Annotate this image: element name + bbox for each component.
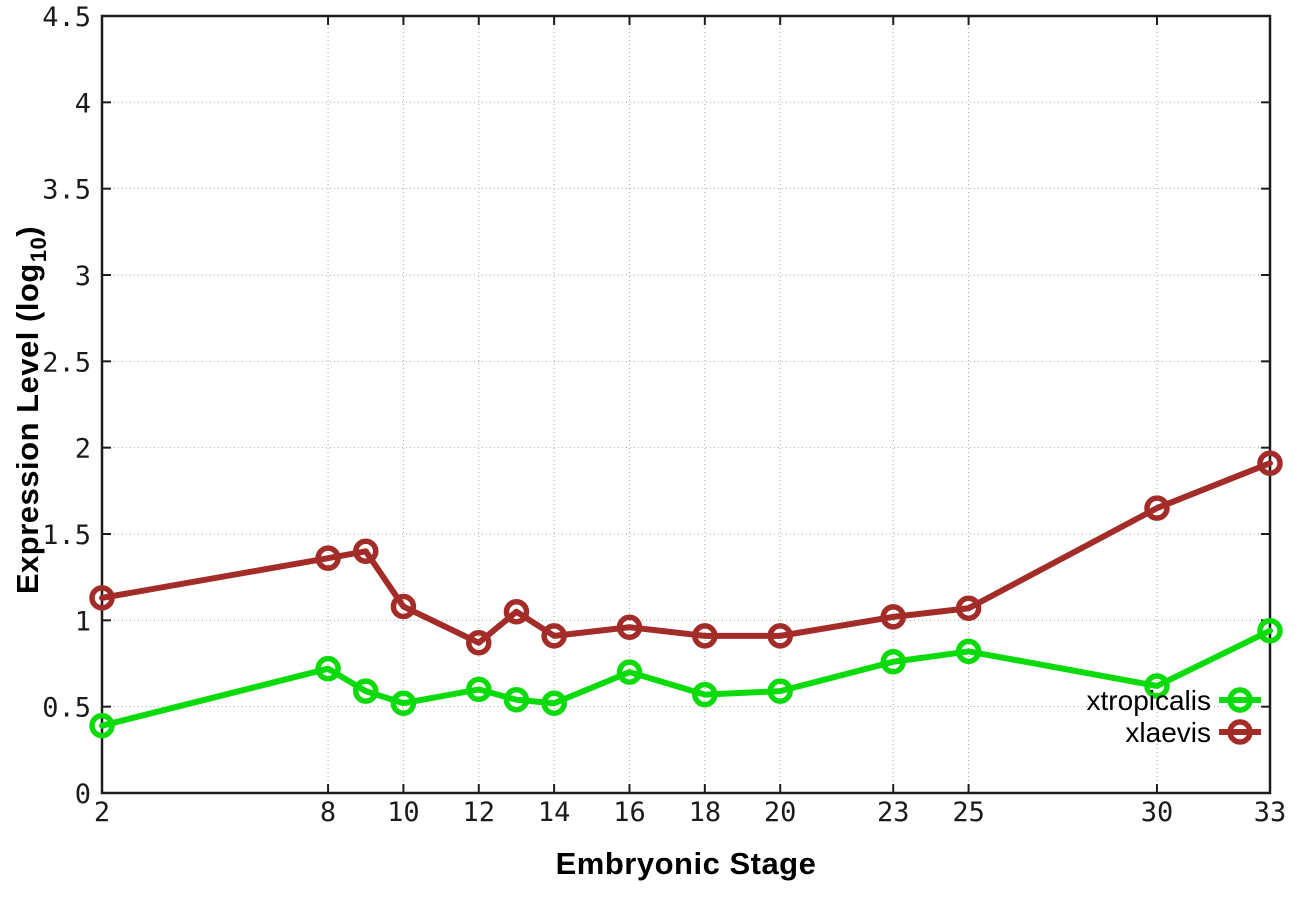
x-tick-label: 33: [1254, 797, 1287, 828]
series-marker-xtropicalis: [352, 678, 379, 704]
series-marker-xtropicalis: [315, 655, 341, 682]
y-axis-title-text: Expression Level (log: [10, 263, 45, 595]
series-marker-xlaevis: [315, 545, 341, 571]
y-tick-label: 2: [75, 434, 91, 465]
y-tick-label: 1.5: [42, 520, 91, 551]
x-tick-label: 30: [1141, 797, 1174, 828]
series-marker-xtropicalis: [1257, 617, 1283, 644]
series-marker-xlaevis: [692, 623, 718, 649]
x-tick-label: 10: [387, 797, 420, 828]
y-tick-label: 3.5: [42, 175, 91, 206]
series-marker-xtropicalis: [89, 712, 115, 739]
series-marker-xlaevis: [466, 630, 492, 656]
series-marker-xlaevis: [767, 623, 793, 649]
legend-sample-marker-xlaevis: [1227, 719, 1253, 745]
y-axis-title: Expression Level (log10): [10, 225, 51, 595]
series-marker-xtropicalis: [390, 690, 417, 716]
series-marker-xtropicalis: [1144, 673, 1170, 699]
y-tick-label: 0: [75, 779, 91, 810]
legend-label-xtropicalis: xtropicalis: [1087, 685, 1211, 716]
series-marker-xtropicalis: [955, 638, 982, 665]
y-tick-label: 3: [75, 261, 91, 292]
y-tick-label: 4.5: [42, 2, 91, 33]
series-marker-xtropicalis: [616, 659, 643, 685]
x-tick-label: 2: [94, 797, 110, 828]
series-marker-xlaevis: [503, 598, 530, 625]
y-tick-label: 0.5: [42, 693, 91, 724]
x-axis-title: Embryonic Stage: [555, 846, 817, 881]
x-tick-label: 14: [538, 797, 571, 828]
x-tick-label: 16: [613, 797, 646, 828]
series-marker-xlaevis: [1257, 450, 1283, 476]
y-tick-label: 2.5: [42, 347, 91, 378]
y-axis-title-close: ): [10, 225, 45, 237]
x-tick-label: 8: [320, 797, 336, 828]
series-line-xlaevis: [99, 460, 1273, 646]
series-marker-xtropicalis: [692, 681, 718, 708]
series-marker-xlaevis: [89, 585, 115, 611]
x-tick-label: 20: [764, 797, 797, 828]
y-axis-title-subscript: 10: [26, 236, 51, 263]
series-marker-xtropicalis: [466, 676, 492, 703]
series-marker-xtropicalis: [541, 690, 567, 716]
series-marker-xlaevis: [955, 595, 982, 621]
series-marker-xtropicalis: [767, 678, 793, 704]
x-tick-label: 23: [877, 797, 910, 828]
x-tick-label: 18: [689, 797, 722, 828]
series-marker-xlaevis: [352, 538, 379, 565]
y-tick-label: 4: [75, 88, 91, 119]
series-marker-xlaevis: [616, 614, 643, 640]
series-marker-xtropicalis: [880, 649, 906, 675]
x-tick-label: 25: [952, 797, 985, 828]
x-tick-label: 12: [463, 797, 496, 828]
series-marker-xlaevis: [880, 604, 906, 630]
series-marker-xlaevis: [1144, 495, 1170, 521]
plot-border: [100, 14, 1272, 795]
series-marker-xtropicalis: [503, 687, 530, 713]
series-marker-xlaevis: [541, 623, 567, 649]
legend-sample-marker-xtropicalis: [1227, 687, 1253, 713]
legend-label-xlaevis: xlaevis: [1125, 717, 1211, 748]
y-tick-label: 1: [75, 606, 91, 637]
series-marker-xlaevis: [390, 593, 417, 620]
